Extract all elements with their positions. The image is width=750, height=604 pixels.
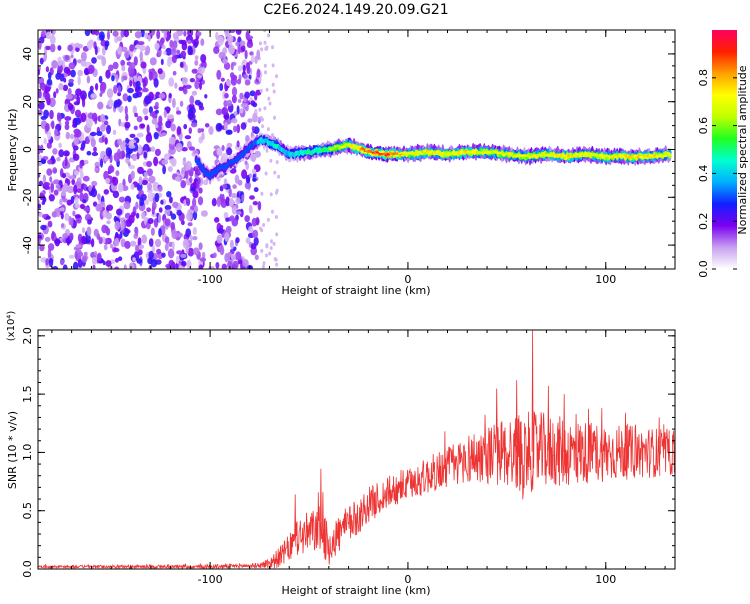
heatmap-x-ticks: -100 0 100 [51,30,666,286]
colorbar-tick-label: 0.2 [697,212,710,230]
snr-y-label: SNR (10 * v/v) [6,411,19,489]
snr-frame [37,329,676,570]
y-tick-label: 20 [21,95,34,109]
y-tick-label: 0.5 [21,502,34,519]
y-tick-label: 1.5 [21,385,34,403]
y-tick-label: 40 [21,47,34,61]
snr-x-label: Height of straight line (km) [281,584,430,597]
snr-x-ticks: -100 0 100 [51,330,666,586]
x-tick-label: -100 [198,573,223,586]
snr-panel: -100 0 100 0.0 0.5 1.0 1.5 2.0 Height of strai… [6,311,676,597]
colorbar-gradient [712,30,737,269]
colorbar-tick-label: 0.8 [697,69,710,87]
figure-title: C2E6.2024.149.20.09.G21 [263,2,448,18]
colorbar-tick-label: 0.6 [697,117,710,135]
colorbar-tick-label: 0.0 [697,260,710,278]
x-tick-label: 100 [595,273,616,286]
heatmap-y-label: Frequency (Hz) [6,109,19,192]
x-tick-label: -100 [198,273,223,286]
x-tick-label: 0 [404,273,411,286]
heatmap-panel: -100 0 100 -40 -20 0 20 40 Height of straight … [6,29,676,297]
colorbar-tick-label: 0.4 [697,165,710,183]
snr-series-line [38,330,675,569]
snr-y-multiplier: (x10⁴) [6,311,17,342]
heatmap-noise-layer [38,30,281,269]
heatmap-x-label: Height of straight line (km) [281,284,430,297]
heatmap-signal-layer [194,132,672,185]
y-tick-label: -20 [21,188,34,206]
colorbar-label: Normalized spectral amplitude [736,65,749,234]
y-tick-label: -40 [21,236,34,254]
y-tick-label: 1.0 [21,444,34,462]
x-tick-label: 0 [404,573,411,586]
y-tick-label: 0 [21,146,34,153]
y-tick-label: 2.0 [21,327,34,345]
heatmap-y-ticks: -40 -20 0 20 40 [21,29,675,270]
y-tick-label: 0.0 [21,560,34,578]
colorbar-ticks: 0.0 0.2 0.4 0.6 0.8 [697,69,737,278]
colorbar: 0.0 0.2 0.4 0.6 0.8 Normalized spectral ampl… [697,30,749,278]
snr-y-ticks: 0.0 0.5 1.0 1.5 2.0 [21,327,675,578]
x-tick-label: 100 [595,573,616,586]
